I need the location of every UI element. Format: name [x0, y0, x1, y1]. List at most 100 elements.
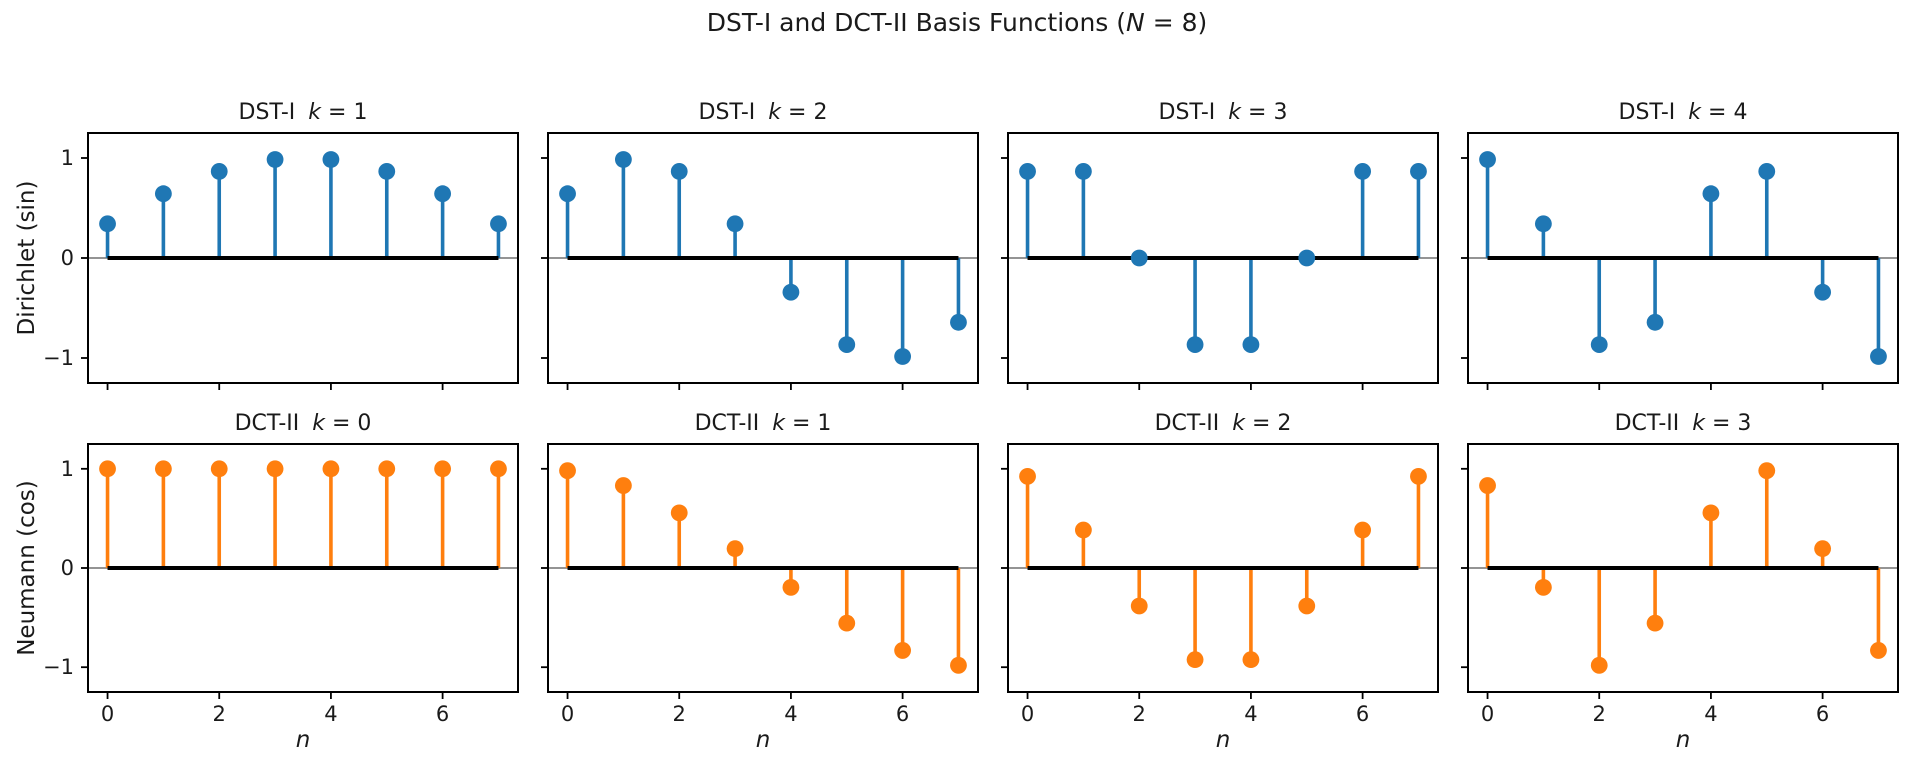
stem-plot: 1 0 −1 [43, 132, 519, 390]
stem-marker [1186, 651, 1204, 669]
subplot-title-text: = 1 [321, 100, 368, 125]
stem-marker [154, 185, 172, 203]
subplot-title-variable: k [1228, 100, 1242, 125]
stem-plot: 0 2 4 6 1 0 −1 [43, 443, 519, 726]
subplot-title-text: = 0 [324, 411, 372, 436]
x-tick-label: 0 [101, 702, 114, 726]
x-tick-label: 6 [1356, 702, 1369, 726]
subplot-title: DST-I k = 4 [1468, 100, 1898, 125]
stem-marker [1870, 348, 1887, 365]
stem-marker [1702, 504, 1720, 522]
stem-marker [726, 540, 744, 558]
stem-marker [950, 656, 967, 674]
stem-marker [726, 215, 744, 233]
subplot-title-variable: k [1232, 411, 1245, 436]
y-tick-label: −1 [43, 346, 74, 370]
stem-marker [322, 460, 340, 478]
stem-marker [322, 151, 340, 168]
x-tick-label: 4 [324, 702, 337, 726]
axes-frame [1007, 443, 1439, 693]
subplot-title-text: = 3 [1241, 100, 1288, 125]
stem-plot: 0 2 4 6 [1001, 443, 1439, 726]
subplot-title: DST-I k = 2 [548, 100, 978, 125]
stem-marker [1242, 651, 1260, 669]
stem-marker [1870, 642, 1887, 659]
stem-marker [1354, 521, 1372, 539]
x-tick-label: 6 [436, 702, 449, 726]
stem-marker [1410, 163, 1427, 180]
xlabel-n: n [1675, 727, 1691, 753]
axes-frame [87, 443, 519, 693]
subplot-title-text: DST-I [238, 100, 303, 125]
stem-marker [670, 504, 688, 522]
x-tick-label: 4 [1244, 702, 1257, 726]
stem-plot: 0 2 4 6 [541, 443, 979, 726]
y-tick-label: −1 [43, 655, 74, 679]
subplot-title-text: DCT-II [694, 411, 767, 436]
stem-marker [1479, 151, 1496, 168]
stem-plot [541, 132, 979, 390]
stem-marker [490, 215, 507, 233]
subplot-title-variable: k [308, 100, 322, 125]
figure-title: DST-I and DCT-II Basis Functions (N = 8) [0, 8, 1914, 37]
subplot-title-text: = 2 [1244, 411, 1292, 436]
stem-marker [1410, 467, 1427, 485]
figure-title-text: DST-I and DCT-II Basis Functions ( [706, 8, 1127, 37]
stem-marker [1814, 540, 1832, 558]
stem-plot [1001, 132, 1439, 390]
subplot-title-text: DCT-II [1614, 411, 1687, 436]
stem-plot [1461, 132, 1899, 390]
subplot-title-variable: k [1688, 100, 1702, 125]
stem-marker [950, 313, 967, 331]
stem-marker [266, 460, 284, 478]
stem-marker [1298, 597, 1316, 615]
stem-marker [99, 215, 116, 233]
stem-marker [99, 460, 116, 478]
stem-marker [1646, 313, 1664, 331]
axes-frame [1467, 443, 1899, 693]
subplot-title-text: DST-I [1618, 100, 1683, 125]
y-tick-label: 1 [61, 457, 74, 481]
stem-marker [1019, 467, 1036, 485]
stem-marker [1646, 614, 1664, 632]
stem-marker [1074, 163, 1092, 180]
stem-marker [1242, 336, 1260, 353]
x-tick-label: 6 [896, 702, 909, 726]
axes-frame [547, 443, 979, 693]
stem-marker [210, 163, 228, 180]
axes-frame [1007, 132, 1439, 384]
stem-marker [1354, 163, 1372, 180]
subplot-title: DCT-II k = 0 [88, 411, 518, 436]
stem-marker [1186, 336, 1204, 353]
subplot-title-text: DCT-II [234, 411, 307, 436]
x-tick-label: 2 [1593, 702, 1606, 726]
ylabel-neumann-cos: Neumann (cos) [14, 480, 40, 656]
stem-marker [1534, 578, 1552, 596]
subplot-title: DCT-II k = 2 [1008, 411, 1438, 436]
stem-marker [154, 460, 172, 478]
subplot-title-variable: k [768, 100, 782, 125]
subplot-title: DCT-II k = 3 [1468, 411, 1898, 436]
stem-marker [782, 283, 800, 301]
x-tick-label: 4 [784, 702, 797, 726]
stem-marker [1590, 336, 1608, 353]
stem-marker [838, 336, 856, 353]
stem-marker [1534, 215, 1552, 233]
x-tick-label: 0 [1481, 702, 1494, 726]
subplot-title: DST-I k = 3 [1008, 100, 1438, 125]
x-tick-label: 4 [1704, 702, 1717, 726]
subplot-title-variable: k [772, 411, 785, 436]
stem-marker [614, 477, 632, 494]
stem-marker [1479, 477, 1496, 494]
stem-marker [434, 460, 452, 478]
subplot-title: DCT-II k = 1 [548, 411, 978, 436]
stem-marker [670, 163, 688, 180]
stem-marker [1814, 283, 1832, 301]
stem-plot: 0 2 4 6 [1461, 443, 1899, 726]
x-tick-label: 2 [1133, 702, 1146, 726]
subplot-title-text: DST-I [698, 100, 763, 125]
subplot-title-text: DST-I [1158, 100, 1223, 125]
stem-marker [1130, 249, 1148, 267]
subplot-title: DST-I k = 1 [88, 100, 518, 125]
subplot-title-text: = 2 [781, 100, 828, 125]
